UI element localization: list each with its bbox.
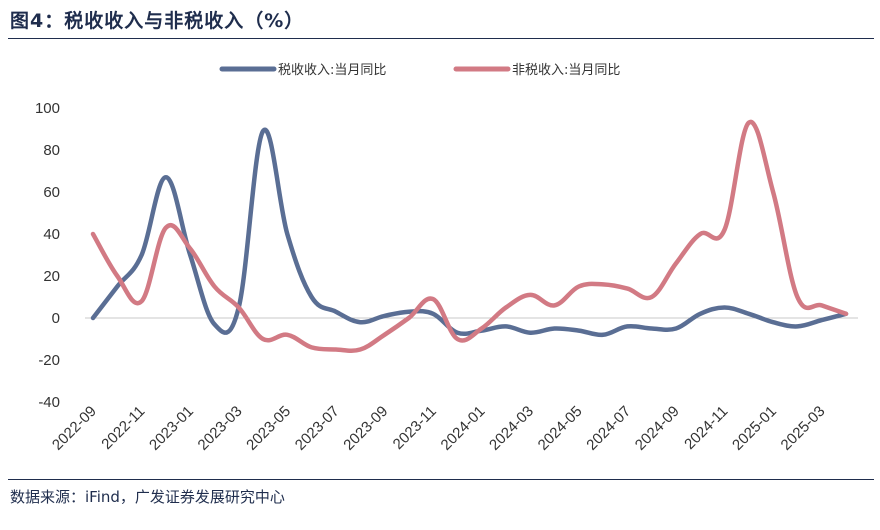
legend: 税收收入:当月同比 非税收入:当月同比 (219, 63, 620, 78)
y-tick-label: -20 (38, 352, 60, 369)
series-line-2 (90, 119, 849, 353)
y-tick-label: 0 (52, 310, 60, 327)
legend-label-1: 税收收入:当月同比 (278, 63, 386, 78)
x-tick-label: 2023-01 (146, 403, 197, 454)
x-tick-label: 2025-01 (729, 403, 780, 454)
y-tick-label: 100 (35, 100, 60, 117)
x-tick-label: 2023-03 (195, 403, 246, 454)
y-tick-label: 20 (43, 268, 60, 285)
x-tick-label: 2022-11 (98, 403, 148, 453)
series-layer (90, 119, 849, 353)
y-tick-label: 60 (43, 184, 60, 201)
x-tick-label: 2023-09 (340, 403, 391, 454)
legend-label-2: 非税收入:当月同比 (512, 63, 620, 78)
x-tick-label: 2024-09 (632, 403, 683, 454)
x-tick-label: 2023-05 (243, 403, 294, 454)
x-tick-label: 2023-07 (292, 403, 343, 454)
source-divider (8, 479, 874, 480)
x-tick-label: 2023-11 (390, 403, 440, 453)
y-tick-label: 40 (43, 226, 60, 243)
y-tick-label: 80 (43, 142, 60, 159)
x-tick-label: 2024-01 (438, 403, 489, 454)
data-source-note: 数据来源：iFind，广发证券发展研究中心 (10, 488, 285, 506)
x-tick-label: 2025-03 (778, 403, 829, 454)
x-tick-label: 2024-03 (486, 403, 537, 454)
x-tick-label: 2024-05 (535, 403, 586, 454)
y-tick-label: -40 (38, 394, 60, 411)
line-chart: 税收收入:当月同比 非税收入:当月同比 -40 -20 0 20 40 60 80 100 20… (35, 63, 858, 454)
series-line-1 (90, 127, 849, 338)
y-axis-ticks: -40 -20 0 20 40 60 80 100 (35, 100, 60, 411)
title-divider (8, 38, 874, 39)
x-tick-label: 2024-07 (583, 403, 634, 454)
x-tick-label: 2024-11 (681, 403, 731, 453)
x-axis-ticks: 2022-092022-112023-012023-032023-052023-… (49, 403, 829, 454)
chart-title: 图4：税收收入与非税收入（%） (10, 10, 305, 32)
